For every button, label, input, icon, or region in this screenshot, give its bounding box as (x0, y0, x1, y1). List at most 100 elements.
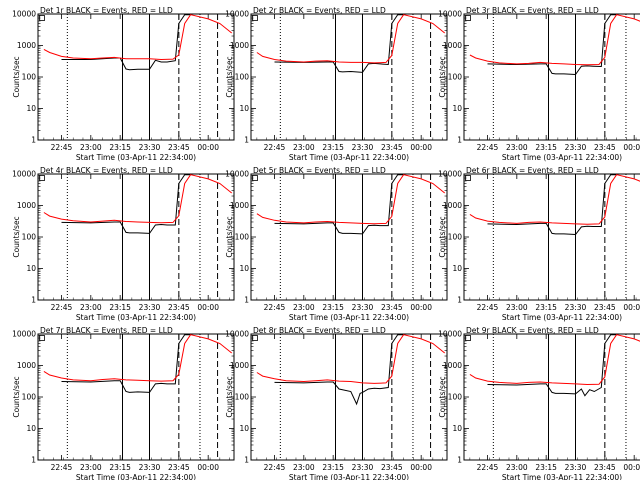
x-tick-label: 23:00 (506, 143, 528, 152)
corner-marker (39, 335, 45, 341)
x-tick-label: 22:45 (264, 143, 286, 152)
y-axis-label: Counts/sec (438, 56, 447, 97)
series-line-red (43, 174, 233, 224)
x-tick-label: 23:00 (293, 303, 315, 312)
series-line-red (256, 334, 446, 384)
x-tick-label: 00:00 (197, 143, 219, 152)
y-tick-label: 1 (457, 296, 462, 305)
y-tick-label: 10 (26, 264, 36, 273)
series-line-red (469, 174, 640, 225)
x-tick-label: 23:00 (80, 143, 102, 152)
y-tick-label: 1000 (230, 201, 249, 210)
series-line-red (256, 174, 446, 225)
x-tick-label: 23:15 (535, 303, 557, 312)
y-tick-label: 100 (448, 73, 463, 82)
corner-marker (252, 335, 258, 341)
y-tick-label: 10000 (438, 10, 462, 19)
y-tick-label: 100 (235, 393, 250, 402)
x-tick-label: 22:45 (477, 303, 499, 312)
x-tick-label: 23:15 (109, 143, 131, 152)
x-tick-label: 23:30 (352, 463, 374, 472)
x-tick-label: 23:15 (109, 303, 131, 312)
y-axis-label: Counts/sec (12, 56, 21, 97)
corner-marker (252, 175, 258, 181)
y-tick-label: 10 (452, 424, 462, 433)
y-tick-label: 1000 (17, 41, 36, 50)
x-axis-label: Start Time (03-Apr-11 22:34:00) (76, 313, 196, 322)
corner-marker (465, 175, 471, 181)
series-line-red (256, 14, 446, 64)
series-line-red (43, 334, 233, 382)
x-tick-label: 23:30 (139, 463, 161, 472)
x-tick-label: 23:45 (381, 143, 403, 152)
panel-det-8: Det 8r BLACK = Events, RED = LLD 1 10 100 10… (225, 326, 448, 480)
x-tick-label: 22:45 (51, 143, 73, 152)
series-line-black (487, 14, 617, 76)
x-tick-label: 23:00 (506, 463, 528, 472)
y-axis-label: Counts/sec (438, 376, 447, 417)
x-tick-label: 00:00 (410, 463, 432, 472)
x-tick-label: 22:45 (264, 463, 286, 472)
y-tick-label: 10000 (438, 330, 462, 339)
series-line-black (61, 334, 191, 393)
y-tick-label: 1 (31, 296, 36, 305)
x-tick-label: 23:15 (535, 143, 557, 152)
series-line-black (487, 174, 617, 236)
x-tick-label: 23:30 (139, 303, 161, 312)
panel-det-6: Det 6r BLACK = Events, RED = LLD 1 10 100 10… (438, 166, 640, 322)
x-tick-label: 23:00 (80, 303, 102, 312)
x-tick-label: 23:45 (381, 463, 403, 472)
y-tick-label: 100 (22, 73, 37, 82)
panel-det-9: Det 9r BLACK = Events, RED = LLD 1 10 100 10… (438, 326, 640, 480)
y-tick-label: 10000 (12, 10, 36, 19)
x-tick-label: 00:00 (623, 303, 640, 312)
y-tick-label: 100 (448, 233, 463, 242)
y-tick-label: 1 (244, 296, 249, 305)
y-tick-label: 100 (235, 233, 250, 242)
x-tick-label: 23:15 (109, 463, 131, 472)
x-tick-label: 22:45 (264, 303, 286, 312)
x-tick-label: 23:30 (565, 303, 587, 312)
x-tick-label: 23:45 (594, 143, 616, 152)
panel-title: Det 4r BLACK = Events, RED = LLD (40, 166, 173, 175)
y-tick-label: 100 (448, 393, 463, 402)
y-tick-label: 1000 (443, 41, 462, 50)
x-tick-label: 22:45 (477, 143, 499, 152)
x-tick-label: 23:15 (535, 463, 557, 472)
plot-frame (463, 333, 640, 461)
series-line-black (61, 14, 191, 71)
series-line-red (43, 14, 233, 61)
corner-marker (39, 175, 45, 181)
x-axis-label: Start Time (03-Apr-11 22:34:00) (289, 473, 409, 480)
x-tick-label: 23:30 (139, 143, 161, 152)
x-axis-label: Start Time (03-Apr-11 22:34:00) (289, 313, 409, 322)
x-tick-label: 23:00 (80, 463, 102, 472)
y-tick-label: 10 (239, 264, 249, 273)
y-axis-label: Counts/sec (225, 216, 234, 257)
y-tick-label: 10 (452, 104, 462, 113)
y-tick-label: 1000 (17, 201, 36, 210)
x-tick-label: 22:45 (51, 303, 73, 312)
corner-marker (39, 15, 45, 21)
y-tick-label: 1 (457, 136, 462, 145)
y-tick-label: 10 (26, 104, 36, 113)
y-tick-label: 10 (239, 424, 249, 433)
x-tick-label: 23:15 (322, 143, 344, 152)
x-tick-label: 00:00 (410, 303, 432, 312)
x-tick-label: 23:45 (594, 303, 616, 312)
x-tick-label: 23:45 (381, 303, 403, 312)
y-tick-label: 10000 (225, 10, 249, 19)
x-tick-label: 23:30 (565, 143, 587, 152)
series-line-black (274, 334, 404, 406)
x-tick-label: 23:45 (168, 303, 190, 312)
y-tick-label: 10000 (438, 170, 462, 179)
y-tick-label: 100 (22, 233, 37, 242)
y-axis-label: Counts/sec (225, 56, 234, 97)
y-tick-label: 1 (244, 136, 249, 145)
x-tick-label: 23:45 (168, 143, 190, 152)
panel-title: Det 8r BLACK = Events, RED = LLD (253, 326, 386, 335)
panel-title: Det 7r BLACK = Events, RED = LLD (40, 326, 173, 335)
x-tick-label: 23:00 (293, 143, 315, 152)
x-axis-label: Start Time (03-Apr-11 22:34:00) (289, 153, 409, 162)
